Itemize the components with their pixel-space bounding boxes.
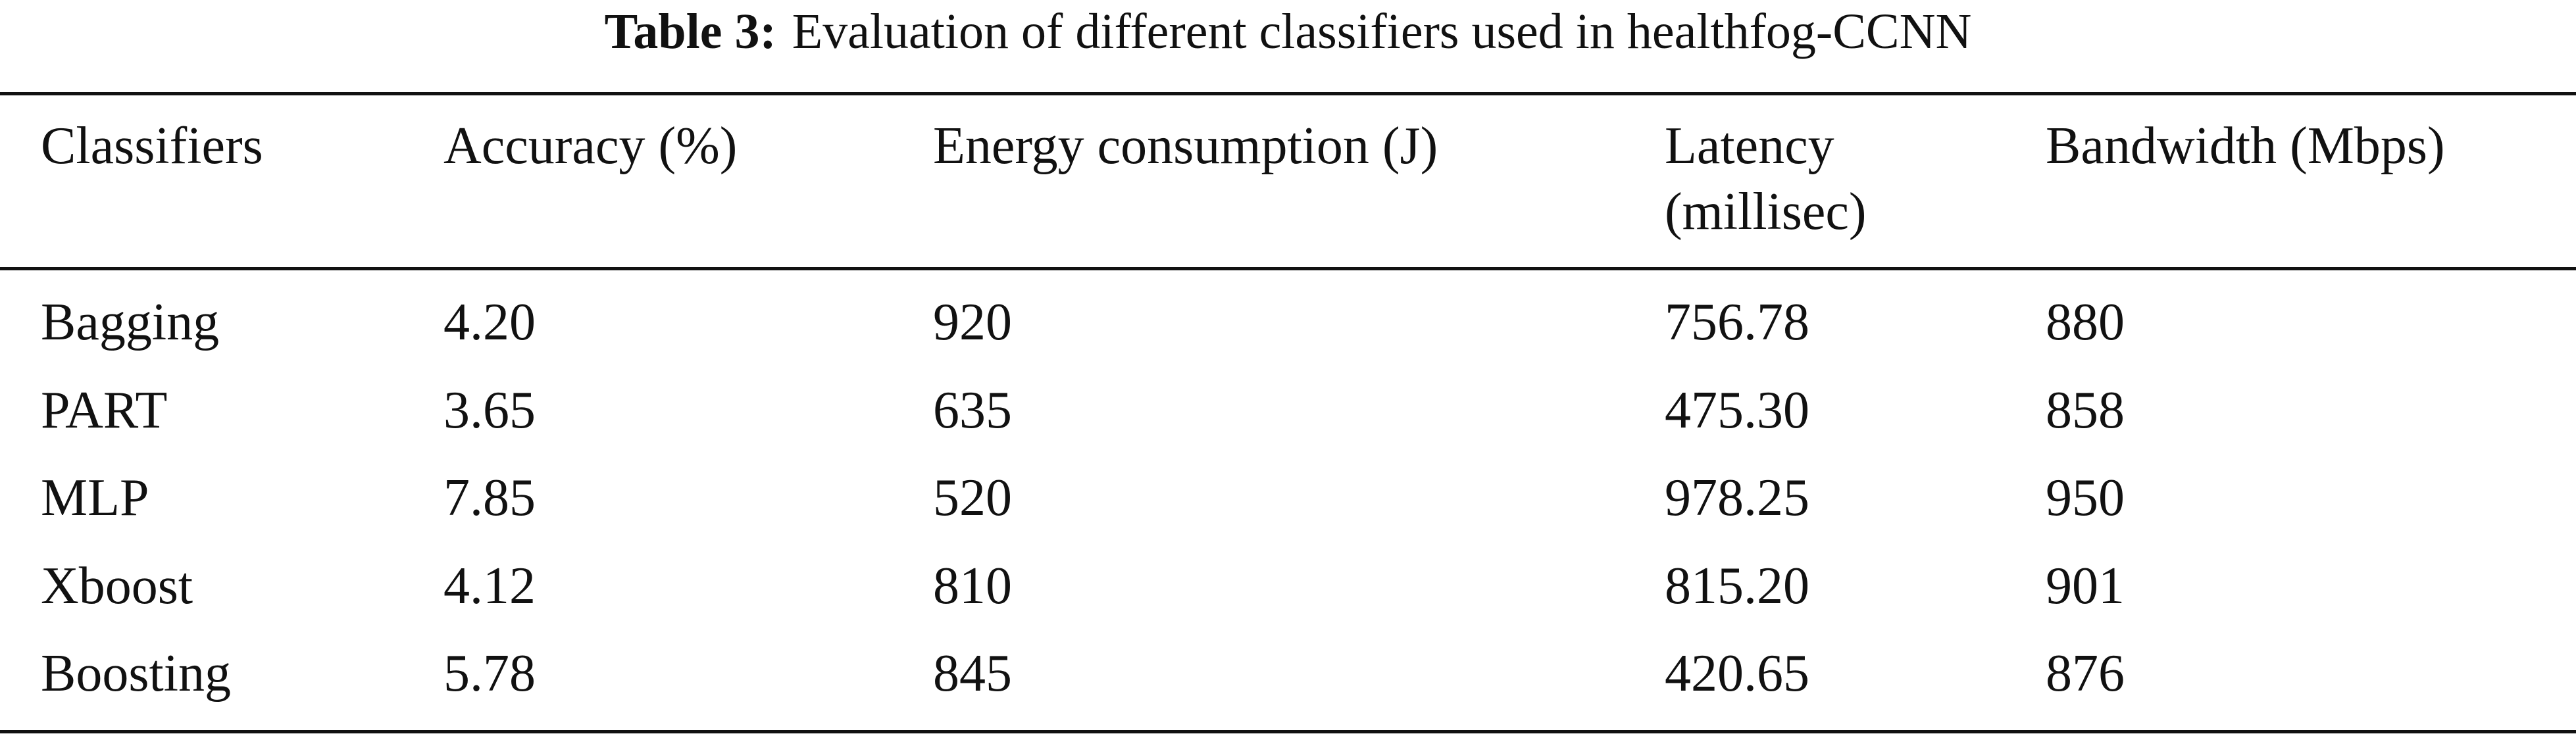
header-cell: Bandwidth (Mbps) (2046, 117, 2445, 175)
table-caption: Evaluation of different classifiers used… (792, 4, 1972, 59)
header-cell: Classifiers (41, 117, 263, 175)
row-label: PART (41, 381, 168, 439)
table-cell: 635 (933, 381, 1012, 439)
bottom-rule (0, 730, 2576, 733)
table-cell: 4.12 (443, 556, 536, 615)
table-cell: 420.65 (1665, 645, 1809, 702)
header-cell: Accuracy (%) (443, 117, 738, 175)
table-cell: 756.78 (1665, 293, 1809, 351)
row-label: MLP (41, 469, 149, 527)
table-cell: 7.85 (443, 469, 536, 527)
table-cell: 876 (2046, 645, 2125, 702)
table-cell: 810 (933, 556, 1012, 615)
table-label: Table 3: (604, 4, 776, 59)
table-cell: 5.78 (443, 645, 536, 702)
top-rule (0, 92, 2576, 95)
header-rule (0, 267, 2576, 270)
table-title: Table 3: Evaluation of different classifi… (0, 0, 2576, 63)
header-cell: Energy consumption (J) (933, 117, 1438, 175)
table-cell: 920 (933, 293, 1012, 351)
table-cell: 880 (2046, 293, 2125, 351)
table-cell: 950 (2046, 469, 2125, 527)
row-label: Boosting (41, 645, 231, 702)
table-cell: 4.20 (443, 293, 536, 351)
table-cell: 858 (2046, 381, 2125, 439)
table-cell: 815.20 (1665, 556, 1809, 615)
row-label: Bagging (41, 293, 220, 351)
row-label: Xboost (41, 556, 193, 615)
header-cell: Latency (millisec) (1665, 117, 1867, 241)
table-cell: 520 (933, 469, 1012, 527)
table-cell: 845 (933, 645, 1012, 702)
table-cell: 978.25 (1665, 469, 1809, 527)
table-cell: 901 (2046, 556, 2125, 615)
table-cell: 3.65 (443, 381, 536, 439)
table-cell: 475.30 (1665, 381, 1809, 439)
